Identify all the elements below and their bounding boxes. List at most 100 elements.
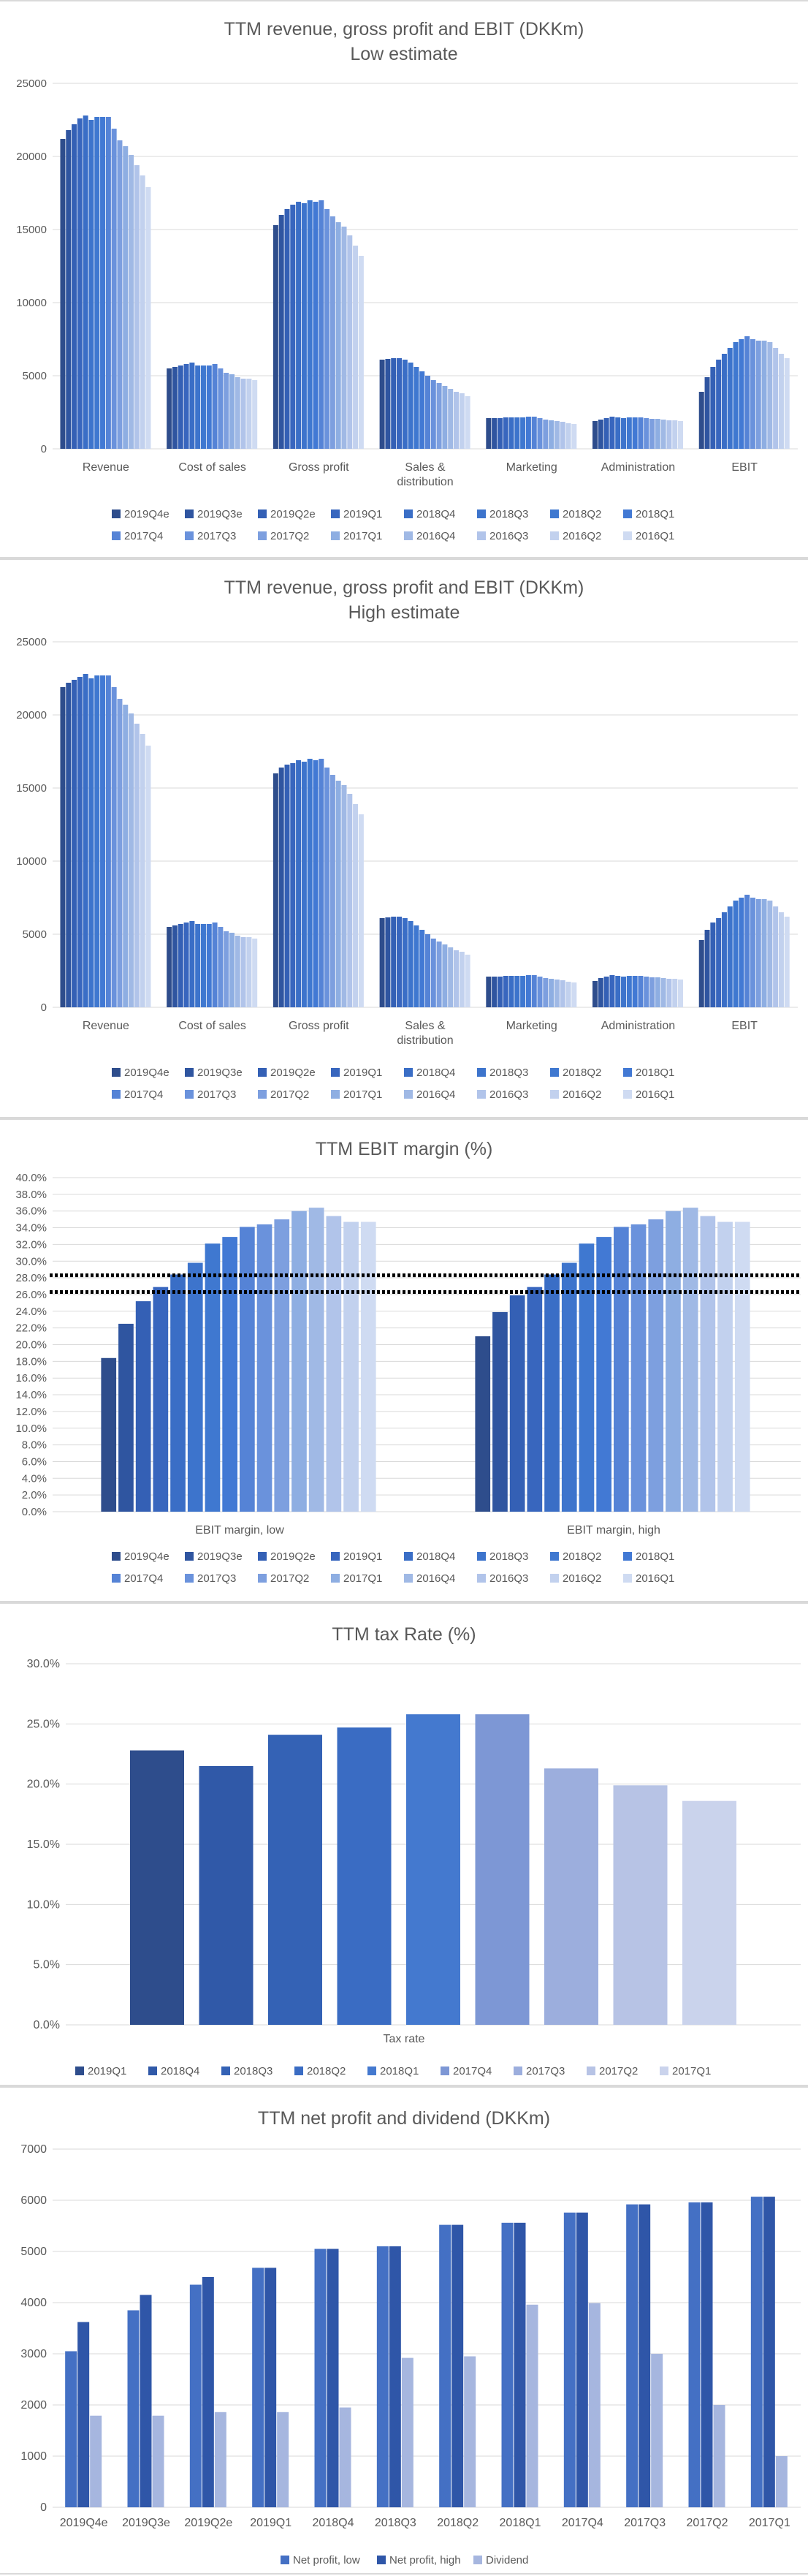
bar [492,1311,508,1512]
legend-label: 2017Q3 [197,1088,236,1101]
bar [413,925,419,1007]
bar [235,936,240,1007]
bar [341,785,347,1007]
legend-label: 2019Q4e [124,1067,169,1079]
legend-label: 2018Q4 [416,508,455,520]
bar [716,360,722,449]
legend-swatch [185,509,194,518]
bar [301,762,307,1007]
bar [347,794,353,1007]
legend-swatch [112,531,121,540]
y-tick-label: 15.0% [27,1838,60,1851]
bar [621,977,627,1007]
bar [430,380,436,449]
bar [246,379,252,449]
y-tick-label: 6.0% [22,1455,47,1468]
bar [252,939,258,1007]
bar [88,678,94,1007]
legend-swatch [477,1068,486,1077]
legend-label: 2018Q3 [234,2065,272,2077]
bar [385,917,391,1007]
bar [775,2456,788,2507]
bar [492,977,498,1007]
bar [195,924,201,1007]
bar [649,977,655,1007]
bar [514,417,520,449]
legend-swatch [623,531,632,540]
bar [170,1274,186,1512]
bar [531,975,537,1007]
bar [554,980,560,1007]
legend-label: 2018Q1 [636,1067,674,1079]
bar [256,1224,272,1512]
legend-swatch [550,531,559,540]
bar [88,120,94,449]
bar [430,939,436,1007]
legend-label: 2019Q1 [88,2065,126,2077]
bar [655,977,660,1007]
bar [60,687,66,1007]
legend-label: 2017Q2 [270,1572,309,1585]
bar [117,140,123,449]
bar [117,699,123,1007]
legend-swatch [75,2067,84,2075]
bar [135,1301,151,1512]
bar [153,1287,169,1512]
y-tick-label: 5000 [20,2246,47,2258]
bar [284,209,290,449]
legend-swatch [281,2556,289,2564]
legend-swatch [112,509,121,518]
bar [727,348,733,449]
legend-label: 2018Q4 [416,1067,455,1079]
bar [666,979,672,1007]
legend-label: 2019Q1 [343,1067,382,1079]
bar [486,977,492,1007]
bar [525,975,531,1007]
bar [666,420,672,449]
bar [527,1287,543,1512]
legend-swatch [477,509,486,518]
bar [145,187,151,449]
bar [678,421,684,449]
legend-label: 2016Q2 [563,1572,601,1585]
bar [784,358,790,449]
y-tick-label: 30.0% [15,1255,47,1268]
legend-label: 2018Q2 [563,508,601,520]
bar [240,937,246,1007]
category-label: Gross profit [289,1020,349,1032]
category-label: Cost of sales [178,461,245,474]
y-tick-label: 10.0% [27,1898,60,1911]
category-label: 2019Q4e [60,2517,108,2529]
legend-label: 2017Q3 [197,530,236,542]
bar [465,396,470,449]
bar [436,383,442,449]
bar [202,2277,214,2507]
legend-swatch [477,1090,486,1099]
bar [140,175,145,449]
bar [83,674,88,1007]
legend-swatch [112,1068,121,1077]
y-tick-label: 40.0% [15,1172,47,1184]
category-label: distribution [397,476,453,488]
category-label: 2017Q4 [562,2517,603,2529]
bar [704,377,710,449]
bar [218,927,224,1007]
bar [264,2268,277,2507]
bar [609,975,615,1007]
legend-swatch [550,1068,559,1077]
legend-label: 2016Q4 [416,530,455,542]
bar [744,336,750,449]
bar [761,899,767,1007]
bar [100,675,106,1007]
category-label: Revenue [83,461,129,474]
category-label: 2018Q1 [500,2517,541,2529]
bar [308,1208,324,1512]
net-profit-chart: TTM net profit and dividend (DKKm) 0 1000… [20,2108,801,2566]
y-tick-label: 26.0% [15,1289,47,1301]
bar [632,417,638,449]
bar [172,925,178,1007]
bar [329,775,335,1007]
bar [464,2356,476,2507]
legend-label: 2018Q2 [563,1550,601,1563]
legend-swatch [367,2067,376,2075]
